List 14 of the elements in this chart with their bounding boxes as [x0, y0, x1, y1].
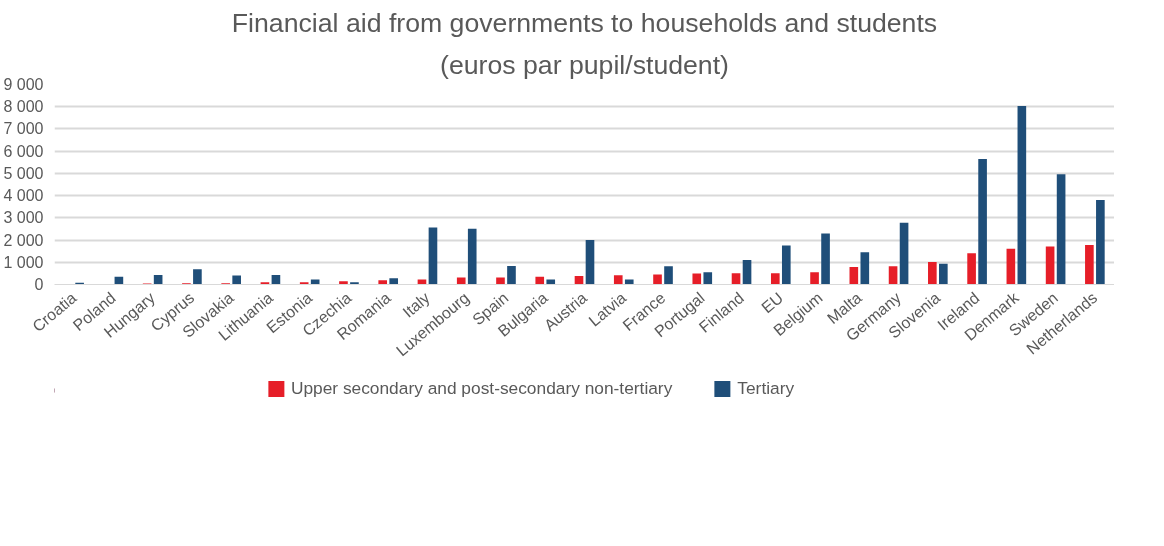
y-tick-label: 0: [34, 276, 44, 293]
y-tick-label: 3 000: [3, 209, 44, 227]
legend-label: Upper secondary and post-secondary non-tertiary: [290, 377, 673, 399]
chart-title: Financial aid from governments to households and students: [231, 7, 938, 38]
chart-subtitle: (euros par pupil/student): [440, 49, 729, 80]
y-tick-label: 6 000: [3, 142, 44, 160]
y-tick-label: 8 000: [3, 98, 44, 116]
y-tick-label: 9 000: [3, 76, 44, 93]
y-tick-label: 5 000: [3, 164, 44, 182]
y-tick-label: 4 000: [3, 187, 44, 205]
y-tick-label: 2 000: [3, 231, 44, 249]
legend-label: Tertiary: [737, 377, 795, 399]
y-tick-label: 7 000: [3, 120, 44, 138]
y-tick-label: 1 000: [3, 253, 44, 271]
